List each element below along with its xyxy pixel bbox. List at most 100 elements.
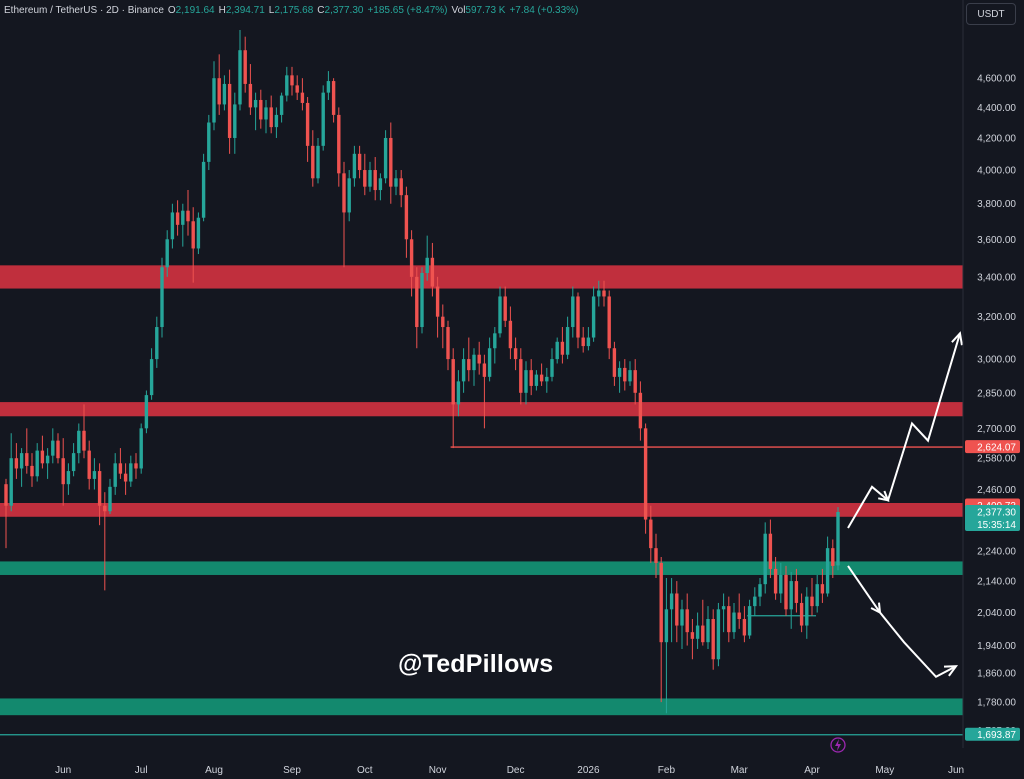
price-label-box xyxy=(965,504,1020,531)
y-tick-label: 4,000.00 xyxy=(977,166,1016,177)
candle xyxy=(149,359,154,396)
x-tick-label: Apr xyxy=(804,765,820,776)
y-tick-label: 2,580.00 xyxy=(977,454,1016,465)
candle xyxy=(113,463,117,487)
candle xyxy=(539,374,544,382)
candle xyxy=(207,122,211,162)
candle xyxy=(815,584,819,607)
candle xyxy=(508,320,513,349)
candle xyxy=(524,370,528,393)
candle xyxy=(92,471,97,479)
candle xyxy=(513,348,518,360)
candle xyxy=(123,473,128,482)
y-tick-label: 4,600.00 xyxy=(977,74,1016,85)
candle xyxy=(118,463,123,474)
x-tick-label: Feb xyxy=(658,765,676,776)
candle xyxy=(716,609,721,660)
candle xyxy=(706,619,710,643)
candle xyxy=(290,75,294,86)
candle xyxy=(222,83,227,105)
y-tick-label: 2,700.00 xyxy=(977,424,1016,435)
candle xyxy=(519,359,523,393)
candle xyxy=(373,170,377,191)
candle xyxy=(545,376,549,382)
candle xyxy=(664,609,669,643)
y-tick-label: 3,800.00 xyxy=(977,199,1016,210)
candle xyxy=(103,505,107,512)
candle xyxy=(186,210,190,222)
y-tick-label: 1,940.00 xyxy=(977,641,1016,652)
x-tick-label: Nov xyxy=(429,765,447,776)
candle xyxy=(144,395,149,429)
candle xyxy=(623,367,627,382)
currency-button[interactable]: USDT xyxy=(966,3,1016,25)
price-axis-background xyxy=(963,0,1024,779)
resistance-zone xyxy=(0,402,963,417)
y-tick-label: 3,000.00 xyxy=(977,355,1016,366)
candle xyxy=(591,296,596,338)
candle xyxy=(482,363,487,377)
candle xyxy=(633,370,637,393)
y-tick-label: 4,400.00 xyxy=(977,103,1016,114)
candle xyxy=(25,453,29,466)
lightning-bolt xyxy=(835,739,841,751)
candle xyxy=(82,430,86,451)
close-label: C xyxy=(317,5,325,16)
symbol-title: Ethereum / TetherUS · 2D · Binance xyxy=(4,5,164,16)
candle xyxy=(498,296,502,334)
candle xyxy=(654,548,658,563)
chart-header: Ethereum / TetherUS · 2D · Binance O2,19… xyxy=(4,5,578,16)
candle xyxy=(441,316,445,328)
candle xyxy=(779,574,783,594)
candle xyxy=(326,81,331,93)
arrow-head xyxy=(943,665,959,677)
candle xyxy=(399,178,403,196)
candle xyxy=(40,450,45,464)
candle xyxy=(4,484,8,506)
candle xyxy=(404,195,409,240)
candle xyxy=(415,276,419,328)
x-tick-label: 2026 xyxy=(577,765,600,776)
candle xyxy=(420,272,424,328)
candle xyxy=(227,83,232,138)
candle xyxy=(233,104,237,138)
candle xyxy=(586,337,591,347)
low-label: L xyxy=(268,5,275,16)
candle xyxy=(550,359,554,377)
candle xyxy=(836,511,840,566)
candle xyxy=(446,327,450,360)
candle xyxy=(425,257,429,273)
candle xyxy=(560,341,565,355)
x-tick-label: Mar xyxy=(731,765,749,776)
candle xyxy=(155,327,159,360)
change-value: +185.65 (+8.47%) xyxy=(367,5,448,16)
candle xyxy=(820,584,825,594)
y-tick-label: 1,860.00 xyxy=(977,669,1016,680)
candle xyxy=(581,337,585,347)
candle xyxy=(66,471,71,485)
candle xyxy=(212,78,216,123)
candle xyxy=(279,95,284,115)
candle xyxy=(753,596,757,607)
candle xyxy=(331,81,336,115)
candle xyxy=(196,217,201,249)
candle xyxy=(763,533,767,585)
candle xyxy=(342,173,346,213)
y-tick-label: 2,850.00 xyxy=(977,388,1016,399)
candle xyxy=(139,428,143,469)
candle xyxy=(175,212,180,225)
lightning-icon[interactable] xyxy=(830,737,846,753)
y-tick-label: 2,040.00 xyxy=(977,608,1016,619)
candle xyxy=(87,450,91,479)
price-label: 1,693.87 xyxy=(977,730,1016,741)
high-value: 2,394.71 xyxy=(225,5,265,16)
candle xyxy=(680,609,684,626)
candle xyxy=(295,85,299,93)
volume-value: 597.73 K xyxy=(465,5,506,16)
x-tick-label: Jun xyxy=(948,765,964,776)
candle xyxy=(383,137,388,179)
candle xyxy=(643,428,648,520)
x-tick-label: Aug xyxy=(205,765,223,776)
